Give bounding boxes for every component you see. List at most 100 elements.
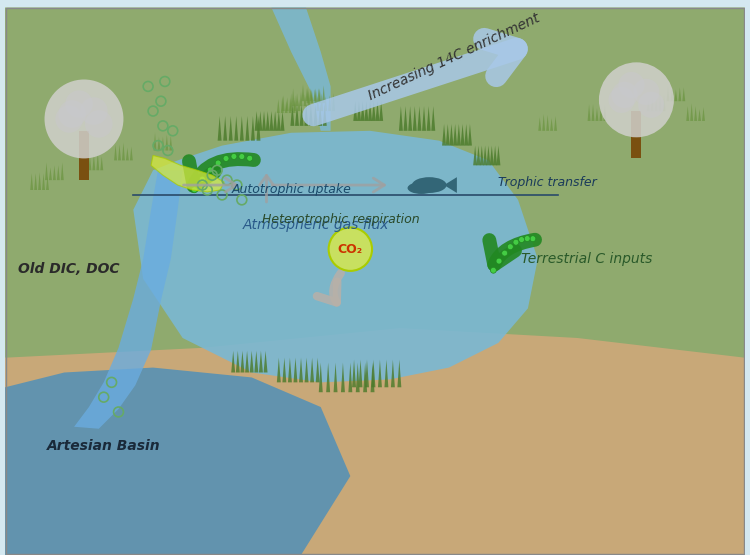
Polygon shape bbox=[655, 98, 658, 111]
Polygon shape bbox=[30, 173, 33, 190]
Polygon shape bbox=[151, 155, 224, 192]
Polygon shape bbox=[322, 104, 327, 126]
Polygon shape bbox=[341, 362, 345, 392]
Polygon shape bbox=[326, 362, 330, 392]
Polygon shape bbox=[473, 145, 477, 165]
Polygon shape bbox=[280, 96, 284, 113]
Polygon shape bbox=[134, 131, 538, 382]
Polygon shape bbox=[310, 358, 314, 382]
Polygon shape bbox=[299, 358, 303, 382]
Polygon shape bbox=[296, 93, 298, 106]
Polygon shape bbox=[322, 85, 326, 103]
Polygon shape bbox=[234, 116, 238, 140]
Polygon shape bbox=[658, 94, 662, 111]
Polygon shape bbox=[304, 94, 307, 106]
Polygon shape bbox=[45, 163, 48, 180]
Text: Artesian Basin: Artesian Basin bbox=[47, 440, 160, 453]
Polygon shape bbox=[293, 358, 298, 382]
Polygon shape bbox=[308, 92, 310, 106]
Polygon shape bbox=[231, 351, 236, 372]
Circle shape bbox=[328, 228, 372, 271]
Polygon shape bbox=[96, 153, 99, 170]
Polygon shape bbox=[554, 116, 557, 131]
Polygon shape bbox=[300, 104, 304, 126]
Polygon shape bbox=[245, 351, 249, 372]
Polygon shape bbox=[273, 111, 277, 131]
Polygon shape bbox=[272, 7, 331, 131]
Polygon shape bbox=[5, 367, 350, 555]
Polygon shape bbox=[483, 145, 487, 165]
Circle shape bbox=[58, 100, 86, 128]
Polygon shape bbox=[255, 111, 259, 131]
Text: CO₂: CO₂ bbox=[338, 243, 363, 256]
Polygon shape bbox=[363, 362, 367, 392]
Polygon shape bbox=[100, 157, 104, 170]
Polygon shape bbox=[376, 101, 380, 121]
Polygon shape bbox=[546, 115, 549, 131]
Text: Heterotrophic respiration: Heterotrophic respiration bbox=[262, 213, 419, 226]
Polygon shape bbox=[307, 87, 310, 103]
Polygon shape bbox=[542, 114, 545, 131]
Polygon shape bbox=[404, 106, 407, 131]
Polygon shape bbox=[446, 124, 450, 145]
Polygon shape bbox=[245, 116, 249, 140]
Polygon shape bbox=[293, 95, 296, 111]
Polygon shape bbox=[422, 106, 426, 131]
Polygon shape bbox=[241, 351, 244, 372]
Polygon shape bbox=[170, 136, 172, 150]
Polygon shape bbox=[114, 145, 117, 160]
Polygon shape bbox=[698, 109, 701, 121]
Polygon shape bbox=[118, 145, 121, 160]
Circle shape bbox=[207, 167, 213, 173]
Circle shape bbox=[200, 176, 206, 182]
Polygon shape bbox=[314, 89, 316, 101]
Polygon shape bbox=[154, 133, 157, 150]
Text: Old DIC, DOC: Old DIC, DOC bbox=[19, 262, 120, 276]
Polygon shape bbox=[57, 165, 60, 180]
Circle shape bbox=[223, 155, 229, 162]
Polygon shape bbox=[280, 111, 284, 131]
Polygon shape bbox=[418, 106, 422, 131]
Polygon shape bbox=[365, 360, 369, 387]
Circle shape bbox=[496, 258, 502, 264]
Polygon shape bbox=[587, 104, 590, 121]
Polygon shape bbox=[298, 99, 301, 111]
Polygon shape bbox=[5, 328, 745, 555]
Polygon shape bbox=[476, 145, 481, 165]
Polygon shape bbox=[309, 104, 313, 126]
Polygon shape bbox=[464, 124, 468, 145]
Circle shape bbox=[618, 72, 644, 98]
Polygon shape bbox=[353, 101, 357, 121]
Polygon shape bbox=[314, 104, 317, 126]
Polygon shape bbox=[290, 104, 294, 126]
Polygon shape bbox=[646, 99, 650, 111]
Polygon shape bbox=[686, 106, 689, 121]
Polygon shape bbox=[453, 124, 458, 145]
Circle shape bbox=[238, 154, 244, 159]
Polygon shape bbox=[550, 118, 553, 131]
Polygon shape bbox=[599, 106, 602, 121]
Polygon shape bbox=[285, 101, 288, 113]
Polygon shape bbox=[694, 106, 697, 121]
Polygon shape bbox=[304, 104, 308, 126]
Polygon shape bbox=[320, 93, 323, 111]
Circle shape bbox=[56, 105, 83, 133]
Polygon shape bbox=[282, 95, 285, 111]
Polygon shape bbox=[358, 360, 362, 387]
Polygon shape bbox=[240, 116, 244, 140]
Polygon shape bbox=[399, 106, 403, 131]
Polygon shape bbox=[289, 98, 292, 113]
Polygon shape bbox=[371, 360, 376, 387]
Polygon shape bbox=[266, 111, 270, 131]
Polygon shape bbox=[277, 111, 280, 131]
Polygon shape bbox=[250, 351, 254, 372]
Circle shape bbox=[633, 79, 659, 105]
Polygon shape bbox=[380, 101, 383, 121]
Polygon shape bbox=[361, 101, 364, 121]
Polygon shape bbox=[318, 104, 322, 126]
Polygon shape bbox=[286, 97, 289, 111]
Polygon shape bbox=[332, 93, 335, 111]
Polygon shape bbox=[496, 145, 500, 165]
Circle shape bbox=[530, 236, 536, 241]
Polygon shape bbox=[460, 124, 464, 145]
